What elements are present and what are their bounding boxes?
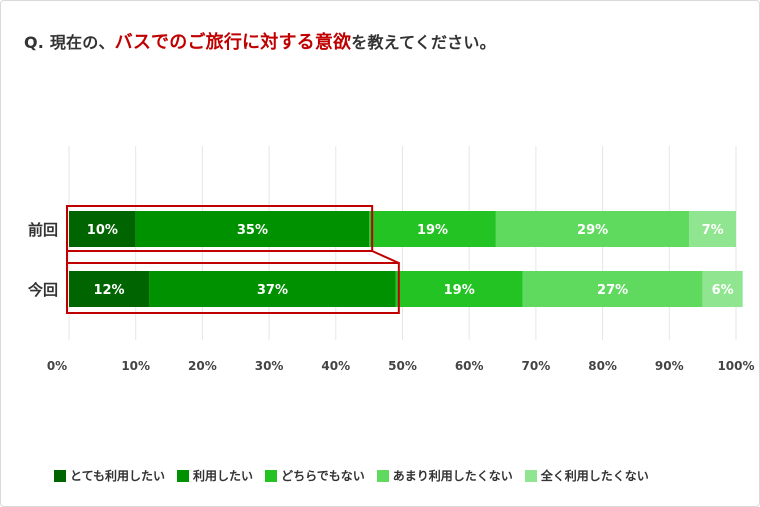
x-tick-label: 10%: [121, 359, 150, 373]
data-label: 7%: [702, 223, 724, 238]
data-label: 29%: [577, 223, 608, 238]
x-tick-label: 70%: [522, 359, 551, 373]
category-label: 前回: [28, 221, 58, 239]
legend-item: とても利用したい: [54, 467, 165, 484]
title-highlight: バスでのご旅行に対する意欲: [114, 32, 352, 53]
data-label: 19%: [417, 223, 448, 238]
category-label: 今回: [27, 281, 58, 299]
bar-segment: [689, 211, 736, 247]
legend-item: どちらでもない: [265, 467, 365, 484]
question-title: Q. 現在の、バスでのご旅行に対する意欲を教えてください。: [24, 28, 496, 54]
bar-segment: [135, 211, 370, 247]
legend-label: 全く利用したくない: [540, 469, 649, 483]
highlight-connector-right: [371, 250, 400, 264]
bar-segment: [522, 271, 703, 307]
x-tick-label: 40%: [321, 359, 350, 373]
legend-item: 全く利用したくない: [524, 467, 649, 484]
legend-swatch: [265, 469, 278, 482]
bar-segment: [69, 211, 136, 247]
highlight-box-current: [66, 262, 400, 314]
legend-label: あまり利用したくない: [392, 469, 513, 483]
legend-swatch: [376, 469, 389, 482]
x-tick-label: 80%: [588, 359, 617, 373]
legend-swatch: [54, 469, 66, 482]
legend-item: あまり利用したくない: [376, 467, 513, 484]
data-label: 19%: [444, 283, 475, 298]
data-label: 10%: [87, 223, 118, 238]
legend: とても利用したい 利用したい どちらでもない あまり利用したくない 全く利用したくない: [54, 467, 649, 484]
title-prefix: Q. 現在の、: [24, 33, 115, 52]
data-label: 6%: [712, 283, 734, 298]
data-label: 37%: [257, 283, 288, 298]
x-tick-label: 60%: [455, 359, 484, 373]
bar-segment: [702, 271, 743, 307]
legend-swatch: [524, 469, 537, 482]
bar-segment: [149, 271, 396, 307]
data-label: 35%: [237, 223, 268, 238]
x-tick-label: 90%: [655, 359, 684, 373]
legend-label: どちらでもない: [281, 469, 365, 483]
data-label: 12%: [93, 283, 124, 298]
highlight-box-previous: [66, 205, 374, 252]
data-label: 27%: [597, 283, 628, 298]
bar-segment: [369, 211, 496, 247]
x-tick-label: 20%: [188, 359, 217, 373]
legend-item: 利用したい: [177, 467, 253, 484]
title-suffix: を教えてください。: [351, 33, 496, 52]
x-tick-label: 50%: [388, 359, 417, 373]
x-tick-label: 0%: [47, 359, 67, 373]
bar-segment: [69, 271, 150, 307]
x-tick-label: 30%: [255, 359, 284, 373]
bar-segment: [395, 271, 523, 307]
legend-label: とても利用したい: [70, 469, 166, 483]
bar-segment: [495, 211, 690, 247]
x-tick-label: 100%: [717, 359, 754, 373]
legend-label: 利用したい: [193, 469, 254, 483]
legend-swatch: [177, 469, 190, 482]
